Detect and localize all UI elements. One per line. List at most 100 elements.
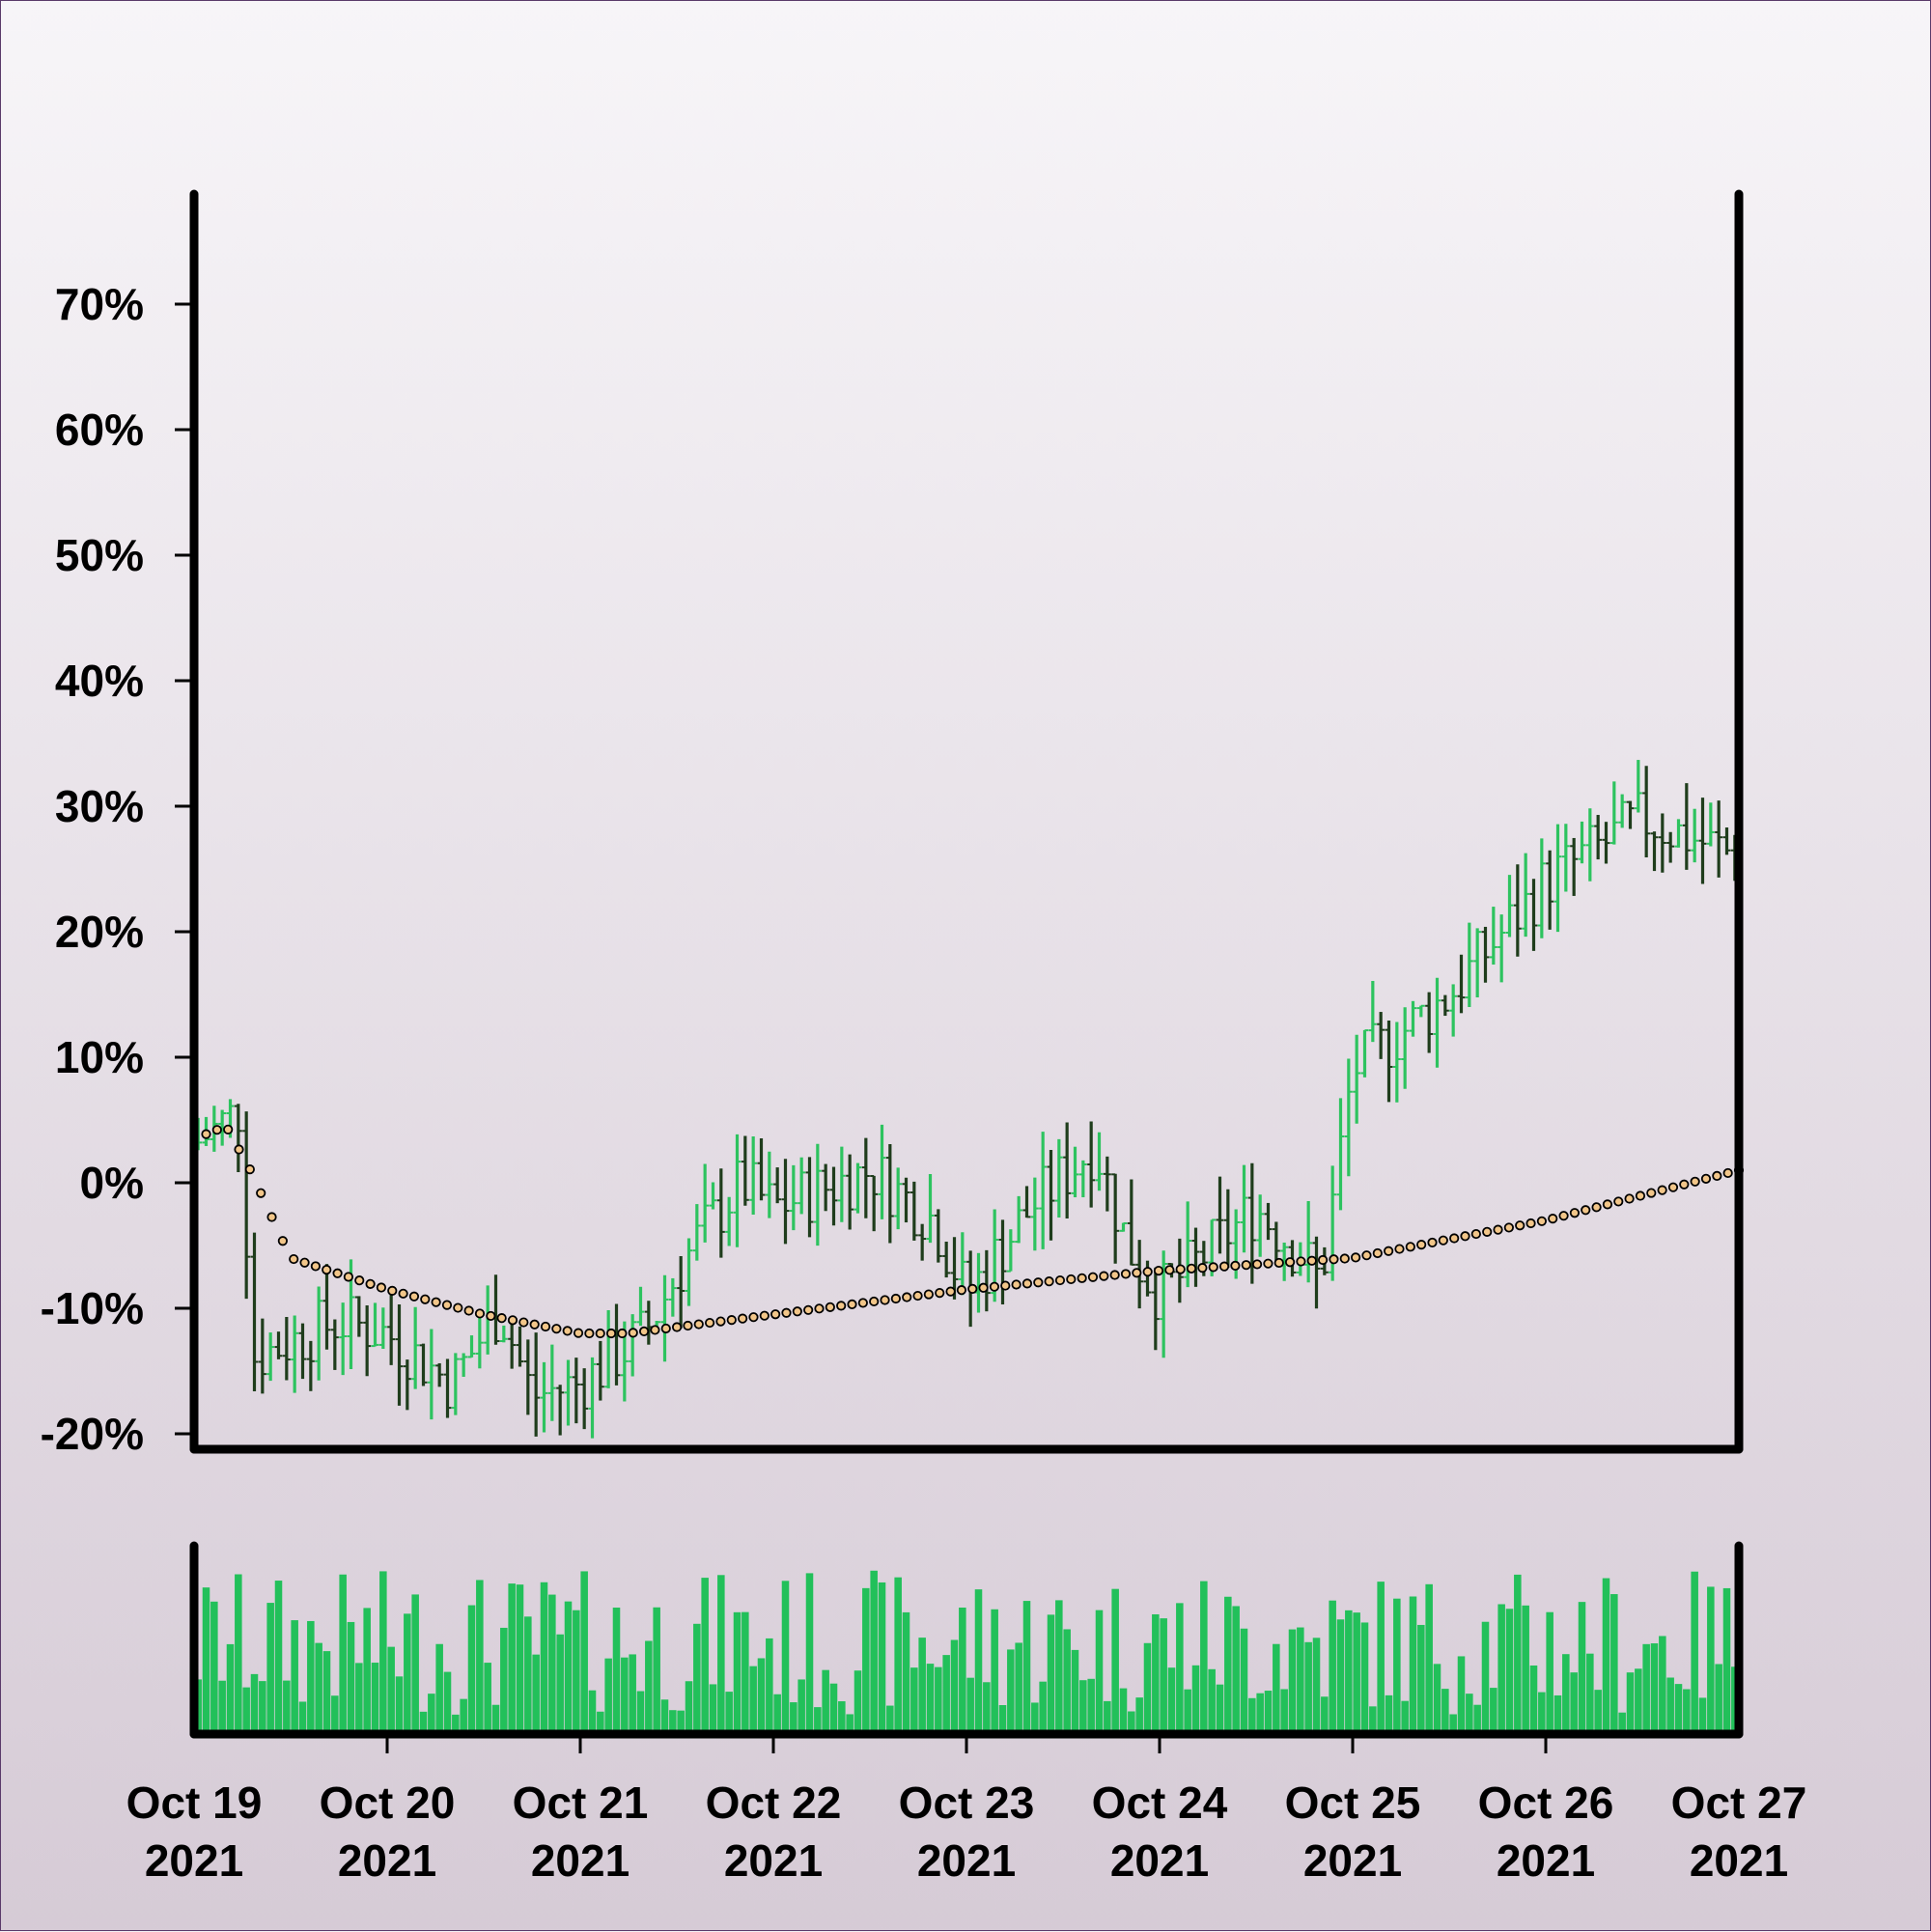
volume-bar <box>1562 1654 1570 1734</box>
moving-average-point <box>595 1328 605 1339</box>
volume-bar <box>621 1657 629 1734</box>
moving-average-point <box>1077 1273 1087 1283</box>
moving-average-point <box>551 1324 562 1334</box>
ohlc-bar <box>725 1196 734 1246</box>
volume-bar <box>339 1574 347 1734</box>
moving-average-point <box>1690 1176 1700 1187</box>
x-tick-label-month: Oct 26 <box>1478 1778 1614 1828</box>
ohlc-bar <box>604 1309 613 1388</box>
volume-bar <box>894 1577 902 1734</box>
moving-average-point <box>1482 1226 1493 1237</box>
ohlc-bar <box>1401 1007 1410 1089</box>
ohlc-bar <box>322 1264 331 1350</box>
ohlc-bar <box>612 1303 621 1386</box>
volume-bar <box>918 1638 926 1734</box>
ohlc-bar <box>443 1358 452 1418</box>
ohlc-bar <box>894 1167 903 1230</box>
moving-average-point <box>814 1303 825 1314</box>
volume-bar <box>580 1571 588 1734</box>
ohlc-bar <box>363 1304 372 1377</box>
y-tick-label: 40% <box>55 656 144 706</box>
volume-bar <box>235 1574 242 1734</box>
ohlc-bar <box>701 1163 710 1243</box>
moving-average-point <box>1394 1244 1405 1254</box>
moving-average-point <box>1515 1220 1525 1231</box>
ohlc-bar <box>1457 954 1466 1014</box>
volume-bar <box>1594 1690 1602 1734</box>
ohlc-bar <box>765 1151 773 1218</box>
y-tick-label: 60% <box>55 405 144 455</box>
volume-bar <box>1297 1627 1304 1734</box>
volume-bar <box>1312 1638 1321 1734</box>
ohlc-bar <box>330 1319 339 1370</box>
volume-bar <box>1529 1665 1538 1734</box>
volume-bar <box>878 1582 886 1734</box>
volume-bar <box>1553 1694 1562 1734</box>
volume-bar <box>1273 1643 1280 1734</box>
volume-bar <box>983 1682 991 1734</box>
ohlc-bar <box>1513 864 1522 957</box>
volume-bar <box>991 1609 998 1734</box>
ohlc-bar <box>274 1331 283 1359</box>
ohlc-bar <box>781 1159 790 1245</box>
volume-bar <box>1208 1668 1216 1734</box>
moving-average-point <box>1449 1233 1460 1244</box>
volume-bar <box>653 1607 660 1734</box>
ohlc-bar <box>1409 1000 1417 1037</box>
volume-bar <box>1176 1603 1184 1734</box>
ohlc-bar <box>475 1310 484 1369</box>
ohlc-bar <box>282 1317 291 1381</box>
ohlc-bar <box>1344 1058 1353 1177</box>
ohlc-bar <box>298 1323 307 1380</box>
volume-bar <box>1152 1613 1160 1734</box>
volume-bar <box>1360 1622 1369 1734</box>
moving-average-point <box>1241 1260 1251 1271</box>
x-tick-label-month: Oct 25 <box>1285 1778 1421 1828</box>
moving-average-point <box>365 1278 376 1289</box>
moving-average-point <box>266 1212 277 1222</box>
ohlc-bar <box>1160 1250 1168 1358</box>
ohlc-bar <box>387 1288 396 1365</box>
volume-bar <box>540 1582 548 1734</box>
volume-bar <box>1031 1702 1039 1734</box>
ohlc-bar <box>1078 1160 1087 1198</box>
moving-average-point <box>211 1125 222 1135</box>
ohlc-bar <box>1609 781 1618 845</box>
ohlc-bar <box>934 1209 942 1263</box>
volume-bar <box>829 1683 838 1734</box>
volume-bar <box>1200 1581 1208 1734</box>
moving-average-point <box>869 1296 880 1307</box>
volume-bar <box>1063 1629 1071 1734</box>
moving-average-point <box>1197 1263 1208 1274</box>
moving-average-point <box>1175 1264 1186 1274</box>
ohlc-bar <box>1392 1022 1401 1103</box>
ohlc-bar <box>773 1167 782 1204</box>
ohlc-bar <box>974 1252 983 1313</box>
ohlc-bar <box>926 1174 935 1244</box>
moving-average-point <box>1339 1253 1350 1264</box>
ohlc-bar <box>1022 1186 1031 1218</box>
ohlc-bar <box>822 1163 830 1212</box>
volume-bar <box>210 1601 218 1734</box>
moving-average-point <box>1503 1222 1514 1233</box>
ohlc-bar <box>1063 1122 1072 1218</box>
moving-average-point <box>1700 1173 1712 1184</box>
volume-bar <box>1707 1586 1715 1734</box>
volume-bar <box>484 1663 491 1734</box>
volume-bar <box>1441 1689 1449 1734</box>
volume-bar <box>733 1611 742 1734</box>
volume-bar <box>1610 1594 1618 1734</box>
ohlc-bar <box>636 1286 645 1327</box>
ohlc-bar <box>1071 1146 1079 1198</box>
moving-average-point <box>1536 1216 1547 1226</box>
volume-bar <box>950 1639 959 1734</box>
moving-average-point <box>1306 1255 1317 1266</box>
volume-bar <box>725 1692 733 1734</box>
volume-bar <box>1071 1649 1079 1734</box>
moving-average-point <box>935 1288 945 1299</box>
volume-bar <box>395 1676 404 1734</box>
volume-bar <box>1264 1691 1273 1734</box>
volume-bar <box>1232 1606 1240 1734</box>
volume-bar <box>242 1687 250 1734</box>
volume-bar <box>926 1664 935 1734</box>
